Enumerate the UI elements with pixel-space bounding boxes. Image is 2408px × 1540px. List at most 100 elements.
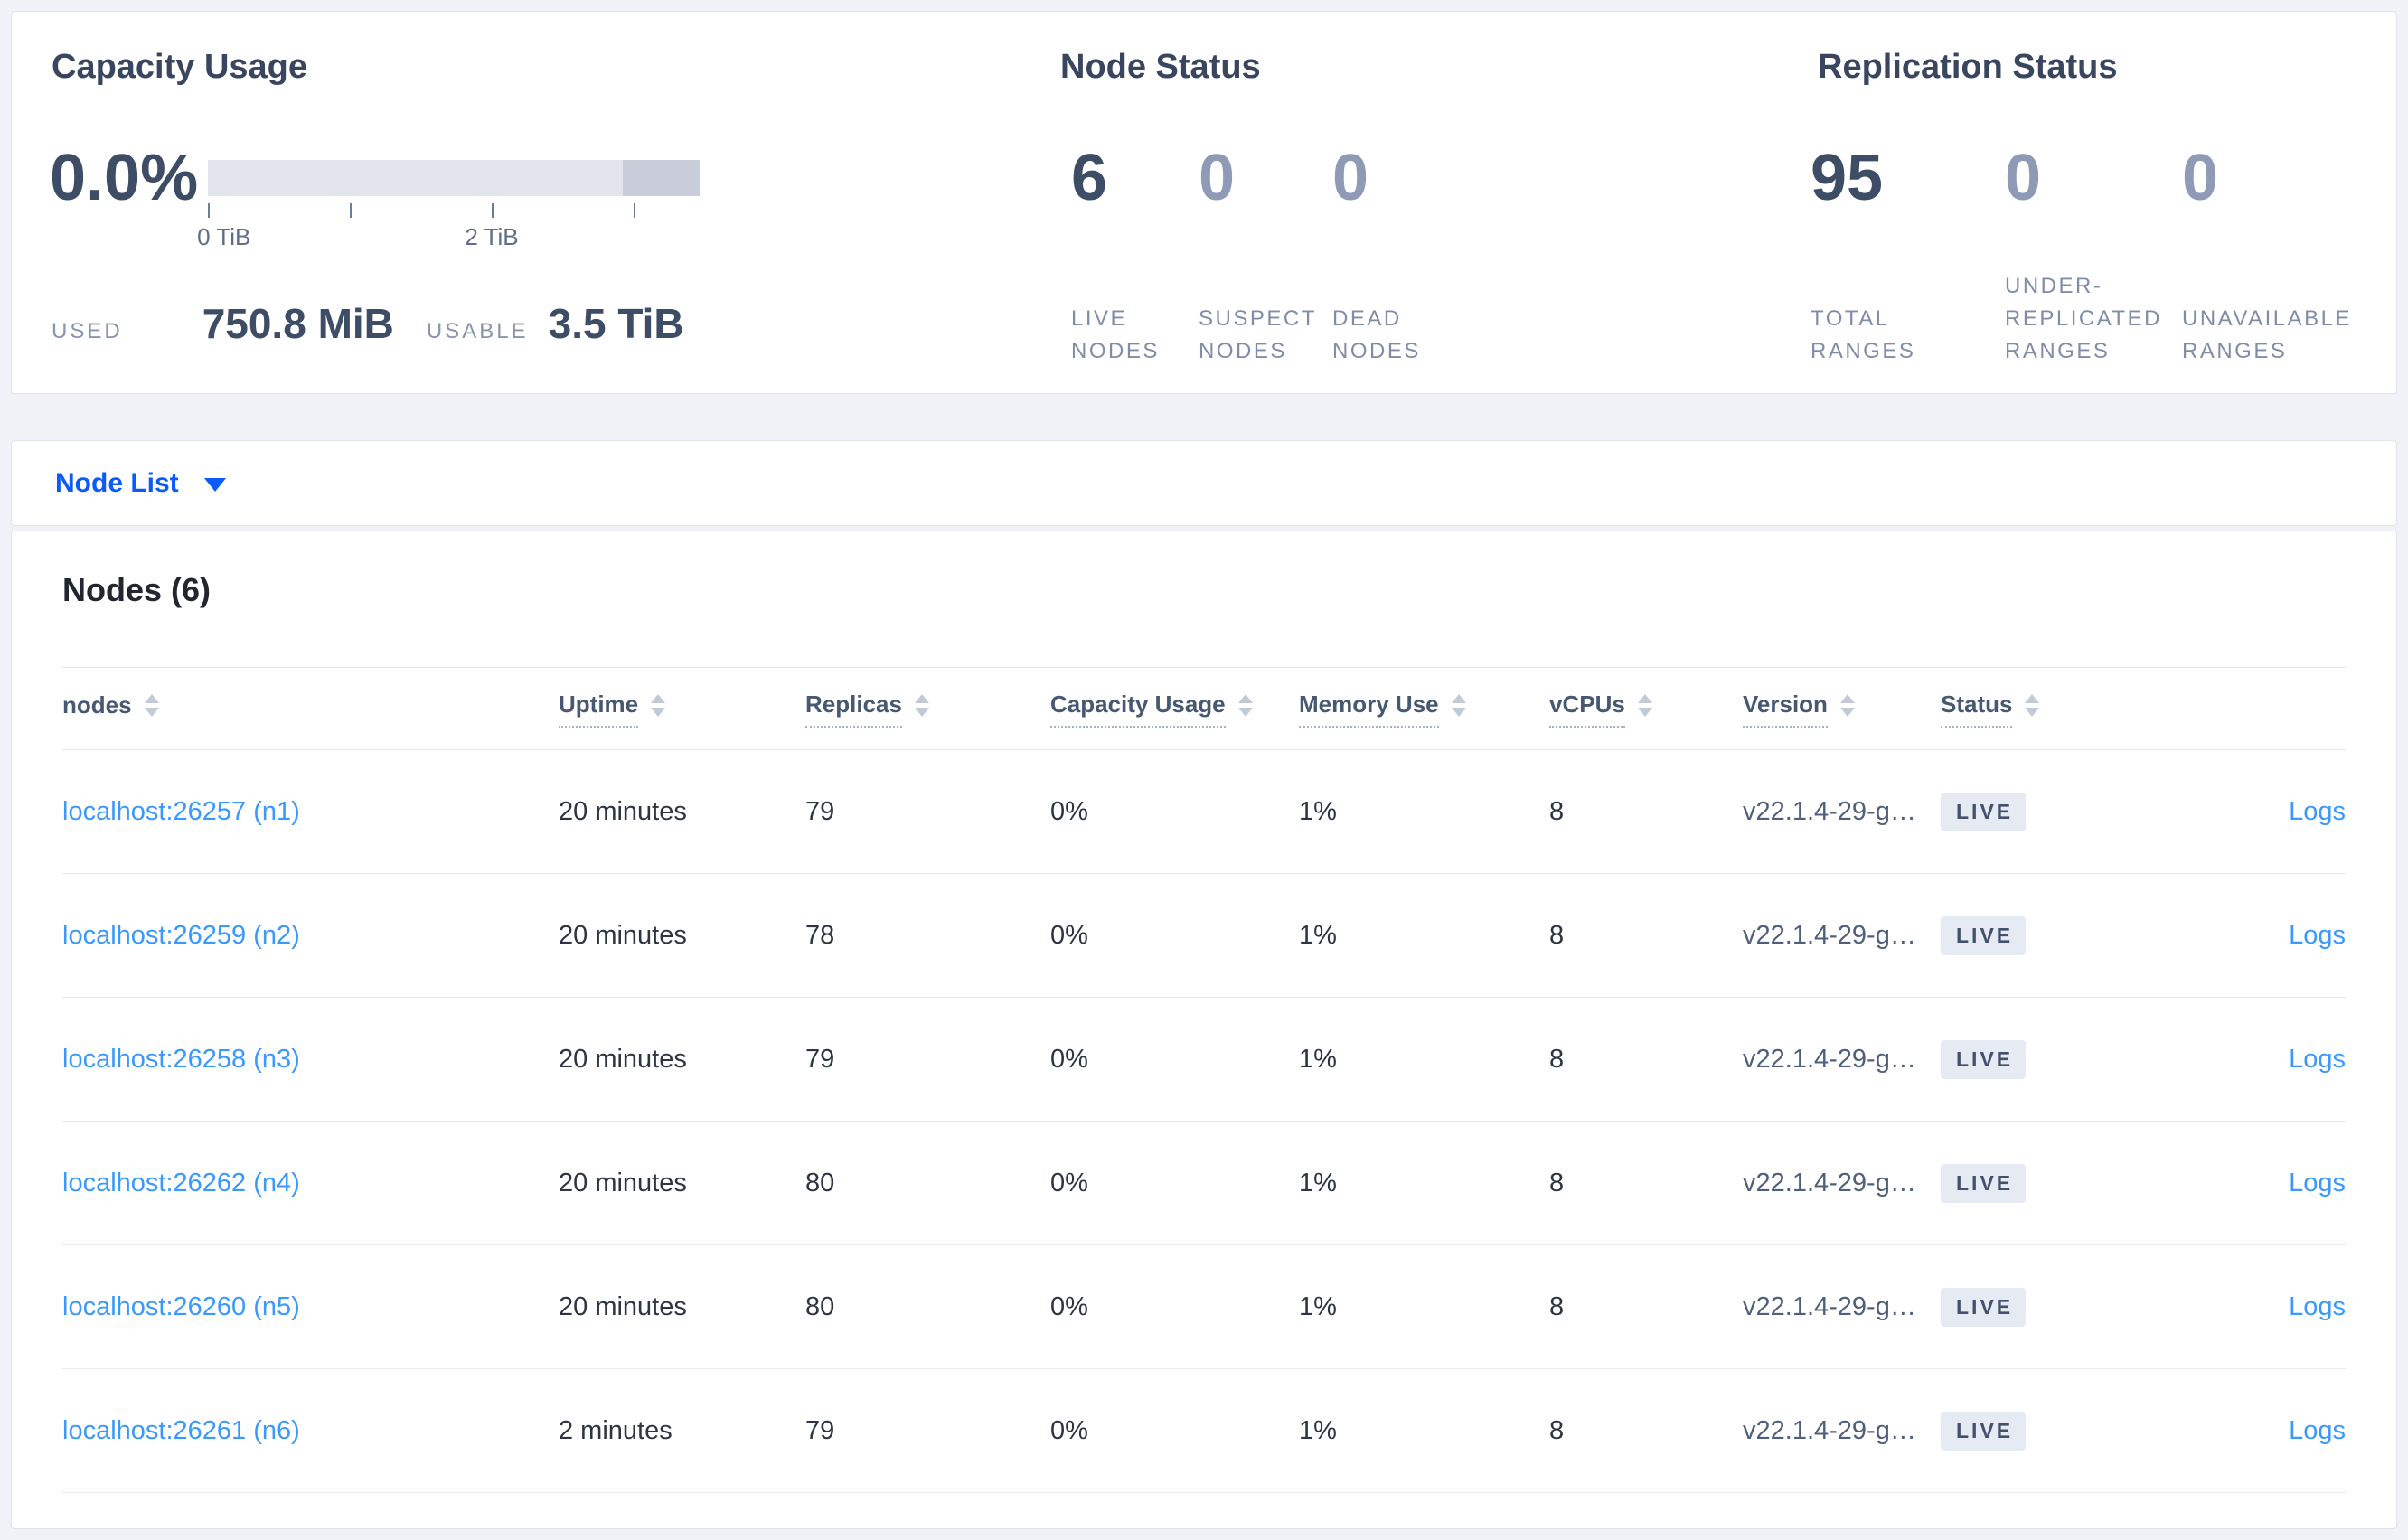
table-row: localhost:26260 (n5) 20 minutes 80 0% 1%…: [62, 1245, 2346, 1369]
capacity-usage-title: Capacity Usage: [52, 48, 308, 86]
suspect-nodes-label: SUSPECT NODES: [1199, 306, 1317, 363]
node-link[interactable]: localhost:26258 (n3): [62, 1044, 300, 1074]
used-label: USED: [52, 319, 123, 343]
status-badge: LIVE: [1941, 916, 2027, 955]
cluster-summary-card: Capacity Usage 0.0% 0 TiB 2 TiB USED 750…: [11, 11, 2397, 394]
column-header-label: Replicas: [805, 690, 902, 728]
vcpus-cell: 8: [1549, 796, 1565, 826]
uptime-cell: 2 minutes: [559, 1415, 673, 1445]
memory-use-cell: 1%: [1299, 1415, 1337, 1445]
uptime-cell: 20 minutes: [559, 796, 687, 826]
replication-status-title: Replication Status: [1818, 48, 2118, 86]
node-list-dropdown[interactable]: Node List: [55, 468, 226, 499]
live-nodes-label: LIVE NODES: [1071, 306, 1160, 363]
vcpus-cell: 8: [1549, 1415, 1565, 1445]
sort-icon[interactable]: [1839, 693, 1855, 717]
status-badge: LIVE: [1941, 1411, 2027, 1451]
under-replicated-ranges-label: UNDER-REPLICATED RANGES: [2005, 274, 2162, 363]
sort-icon[interactable]: [144, 693, 159, 717]
capacity-bar-reserved-segment: [623, 160, 700, 196]
logs-link[interactable]: Logs: [2289, 1415, 2346, 1445]
uptime-cell: 20 minutes: [559, 1168, 687, 1197]
uptime-cell: 20 minutes: [559, 1044, 687, 1074]
version-cell: v22.1.4-29-g…: [1743, 796, 1916, 826]
table-row: localhost:26257 (n1) 20 minutes 79 0% 1%…: [62, 750, 2346, 874]
nodes-section-title: Nodes (6): [62, 571, 212, 608]
vcpus-cell: 8: [1549, 1168, 1565, 1197]
column-header-replicas[interactable]: Replicas: [805, 690, 1050, 728]
nodes-table-card: Nodes (6) nodes Uptime Replicas Capacity…: [11, 531, 2397, 1529]
vcpus-cell: 8: [1549, 1291, 1565, 1321]
total-ranges-label: TOTAL RANGES: [1811, 306, 1916, 363]
node-link[interactable]: localhost:26262 (n4): [62, 1168, 300, 1197]
memory-use-cell: 1%: [1299, 1291, 1337, 1321]
capacity-usage-cell: 0%: [1050, 1044, 1088, 1074]
table-row: localhost:26259 (n2) 20 minutes 78 0% 1%…: [62, 874, 2346, 998]
logs-link[interactable]: Logs: [2289, 796, 2346, 826]
table-header-row: nodes Uptime Replicas Capacity Usage Mem…: [62, 667, 2346, 750]
sort-icon[interactable]: [1451, 693, 1466, 717]
version-cell: v22.1.4-29-g…: [1743, 1291, 1916, 1321]
capacity-stats: USED 750.8 MiB USABLE 3.5 TiB: [52, 299, 684, 348]
usable-label: USABLE: [426, 319, 529, 343]
column-header-memory-use[interactable]: Memory Use: [1299, 690, 1549, 728]
logs-link[interactable]: Logs: [2289, 1044, 2346, 1074]
version-cell: v22.1.4-29-g…: [1743, 1168, 1916, 1197]
column-header-label: vCPUs: [1549, 690, 1625, 728]
axis-tick: [634, 203, 635, 218]
sort-icon[interactable]: [1237, 693, 1253, 717]
replicas-cell: 80: [805, 1168, 835, 1197]
axis-tick: [350, 203, 352, 218]
node-link[interactable]: localhost:26261 (n6): [62, 1415, 300, 1445]
total-ranges-count: 95: [1811, 142, 1884, 214]
logs-link[interactable]: Logs: [2289, 920, 2346, 950]
column-header-nodes[interactable]: nodes: [62, 691, 559, 727]
memory-use-cell: 1%: [1299, 920, 1337, 950]
nodes-table: nodes Uptime Replicas Capacity Usage Mem…: [62, 667, 2346, 1493]
used-value: 750.8 MiB: [202, 300, 394, 347]
status-badge: LIVE: [1941, 1163, 2027, 1203]
version-cell: v22.1.4-29-g…: [1743, 1044, 1916, 1074]
capacity-bar: 0 TiB 2 TiB: [197, 160, 700, 268]
capacity-usage-cell: 0%: [1050, 1415, 1088, 1445]
sort-icon[interactable]: [2025, 693, 2040, 717]
memory-use-cell: 1%: [1299, 796, 1337, 826]
column-header-version[interactable]: Version: [1743, 690, 1941, 728]
sort-icon[interactable]: [1637, 693, 1652, 717]
dead-nodes-label: DEAD NODES: [1332, 306, 1421, 363]
view-selector-band: Node List: [11, 440, 2397, 526]
axis-tick: [492, 203, 494, 218]
version-cell: v22.1.4-29-g…: [1743, 1415, 1916, 1445]
node-link[interactable]: localhost:26259 (n2): [62, 920, 300, 950]
column-header-vcpus[interactable]: vCPUs: [1549, 690, 1743, 728]
sort-icon[interactable]: [914, 693, 929, 717]
column-header-capacity-usage[interactable]: Capacity Usage: [1050, 690, 1299, 728]
sort-icon[interactable]: [651, 693, 666, 717]
node-link[interactable]: localhost:26257 (n1): [62, 796, 300, 826]
logs-link[interactable]: Logs: [2289, 1291, 2346, 1321]
column-header-label: Version: [1743, 690, 1828, 728]
capacity-usage-cell: 0%: [1050, 1291, 1088, 1321]
table-row: localhost:26258 (n3) 20 minutes 79 0% 1%…: [62, 998, 2346, 1122]
unavailable-ranges-count: 0: [2182, 142, 2219, 214]
node-link[interactable]: localhost:26260 (n5): [62, 1291, 300, 1321]
capacity-percent: 0.0%: [50, 142, 199, 214]
chevron-down-icon: [203, 478, 226, 492]
status-badge: LIVE: [1941, 1287, 2027, 1327]
uptime-cell: 20 minutes: [559, 920, 687, 950]
column-header-label: Status: [1941, 690, 2013, 728]
node-list-dropdown-label: Node List: [55, 467, 179, 498]
column-header-uptime[interactable]: Uptime: [559, 690, 805, 728]
capacity-usage-cell: 0%: [1050, 1168, 1088, 1197]
version-cell: v22.1.4-29-g…: [1743, 920, 1916, 950]
capacity-usage-cell: 0%: [1050, 920, 1088, 950]
vcpus-cell: 8: [1549, 1044, 1565, 1074]
capacity-usage-cell: 0%: [1050, 796, 1088, 826]
live-nodes-count: 6: [1071, 142, 1108, 214]
status-badge: LIVE: [1941, 792, 2027, 831]
logs-link[interactable]: Logs: [2289, 1168, 2346, 1197]
column-header-label: Uptime: [559, 690, 639, 728]
column-header-status[interactable]: Status: [1941, 690, 2194, 728]
node-status-title: Node Status: [1060, 48, 1261, 86]
table-row: localhost:26261 (n6) 2 minutes 79 0% 1% …: [62, 1369, 2346, 1493]
